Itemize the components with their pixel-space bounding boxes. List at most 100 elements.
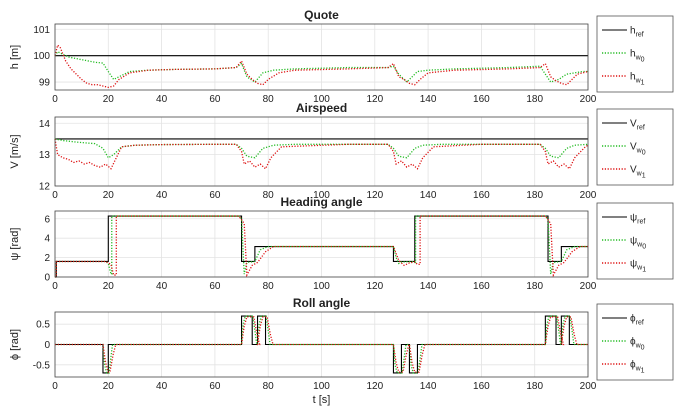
legend-subscript: w (636, 242, 643, 249)
legend-subscript: w (635, 343, 642, 350)
plot-frame (54, 23, 589, 91)
y-tick-label: 101 (33, 25, 50, 36)
legend-label: Vw0 (630, 142, 646, 157)
legend-symbol: ψ (630, 236, 637, 247)
x-tick-label: 0 (52, 190, 58, 201)
panel-title: Airspeed (296, 101, 347, 115)
x-tick-label: 60 (209, 281, 221, 292)
chart-panel-3: 0 20 40 60 80 100 120 140 160 180 200 0 2 4 6 Heading a… (9, 195, 674, 292)
legend-label: ψw0 (630, 236, 646, 251)
legend-label: ψw1 (630, 259, 646, 274)
legend-label: Vw1 (630, 165, 646, 180)
legend-box (596, 202, 674, 280)
plot-frame (54, 311, 589, 378)
chart-panel-1: 0 20 40 60 80 100 120 140 160 180 200 99 100 101 Quote… (9, 8, 674, 105)
legend-symbol: ϕ (630, 314, 636, 325)
legend-label: ϕw0 (630, 337, 645, 352)
x-tick-label: 0 (52, 94, 58, 105)
legend-label: ψref (630, 213, 645, 226)
legend-subscript: w (635, 366, 642, 373)
x-tick-label: 140 (420, 381, 437, 392)
legend-subsubscript: 0 (641, 57, 645, 64)
plot-frame (54, 116, 589, 187)
x-tick-label: 20 (103, 190, 115, 201)
legend-symbol: V (630, 165, 637, 176)
y-axis-label: ψ [rad] (9, 228, 21, 261)
legend-subscript: ref (636, 32, 644, 39)
legend-symbol: h (630, 72, 636, 83)
legend-subscript: w (635, 78, 642, 85)
y-tick-label: 0.5 (36, 320, 50, 331)
x-tick-label: 180 (526, 381, 543, 392)
legend-subsubscript: 1 (641, 80, 645, 87)
y-tick-label: 100 (33, 51, 50, 62)
x-tick-label: 100 (313, 190, 330, 201)
legend-symbol: V (630, 119, 637, 130)
legend-symbol: ϕ (630, 337, 636, 348)
y-axis-label: ϕ [rad] (9, 329, 21, 360)
legend-label: href (630, 26, 644, 39)
x-tick-label: 40 (156, 281, 168, 292)
legend-symbol: ψ (630, 213, 637, 224)
x-tick-label: 180 (526, 190, 543, 201)
y-tick-label: 12 (39, 182, 51, 193)
x-tick-label: 80 (263, 190, 275, 201)
legend-subsubscript: 0 (642, 244, 646, 251)
x-tick-label: 160 (473, 94, 490, 105)
y-tick-label: 0 (44, 273, 50, 284)
y-tick-label: 0 (44, 340, 50, 351)
x-tick-label: 160 (473, 281, 490, 292)
x-tick-label: 20 (103, 94, 115, 105)
x-tick-label: 140 (420, 190, 437, 201)
x-tick-label: 200 (580, 281, 597, 292)
panel-title: Roll angle (293, 296, 351, 310)
x-tick-label: 160 (473, 381, 490, 392)
legend-subscript: w (636, 171, 643, 178)
series-line-3 (54, 43, 589, 89)
legend-subscript: ref (637, 219, 645, 226)
series-line-3 (55, 215, 588, 278)
y-tick-label: 13 (39, 150, 51, 161)
legend-box (596, 15, 674, 93)
series-line-1 (55, 315, 588, 374)
legend-subsubscript: 0 (641, 345, 645, 352)
x-tick-label: 140 (420, 281, 437, 292)
x-tick-label: 100 (313, 94, 330, 105)
x-tick-label: 180 (526, 94, 543, 105)
x-tick-label: 180 (526, 281, 543, 292)
y-tick-label: 4 (44, 234, 50, 245)
x-tick-label: 0 (52, 381, 58, 392)
x-tick-label: 120 (366, 190, 383, 201)
legend-subsubscript: 1 (642, 173, 646, 180)
legend-box (596, 108, 674, 186)
y-tick-label: 14 (39, 119, 51, 130)
legend-label: ϕw1 (630, 360, 645, 375)
x-tick-label: 60 (209, 381, 221, 392)
chart-panel-4: 0 20 40 60 80 100 120 140 160 180 200-0.500.5Roll … (9, 296, 674, 406)
panel-title: Heading angle (280, 195, 362, 209)
y-tick-label: 99 (39, 78, 51, 89)
legend-label: hw0 (630, 49, 645, 64)
legend-label: hw1 (630, 72, 645, 87)
y-tick-label: 6 (44, 214, 50, 225)
legend-label: ϕref (630, 314, 644, 327)
x-tick-label: 100 (313, 281, 330, 292)
x-tick-label: 0 (52, 281, 58, 292)
legend-subscript: w (635, 55, 642, 62)
x-tick-label: 200 (580, 381, 597, 392)
x-tick-label: 20 (103, 281, 115, 292)
legend-symbol: V (630, 142, 637, 153)
y-axis-label: V [m/s] (9, 134, 21, 168)
y-tick-label: -0.5 (33, 360, 51, 371)
legend-symbol: ψ (630, 259, 637, 270)
x-tick-label: 80 (263, 281, 275, 292)
legend-subsubscript: 1 (642, 267, 646, 274)
legend-subsubscript: 0 (642, 150, 646, 157)
chart-panel-2: 0 20 40 60 80 100 120 140 160 180 200 12 13 14 Airspee… (9, 101, 674, 201)
series-line-2 (54, 50, 588, 83)
x-tick-label: 80 (263, 381, 275, 392)
panel-title: Quote (304, 8, 339, 22)
legend-symbol: h (630, 49, 636, 60)
